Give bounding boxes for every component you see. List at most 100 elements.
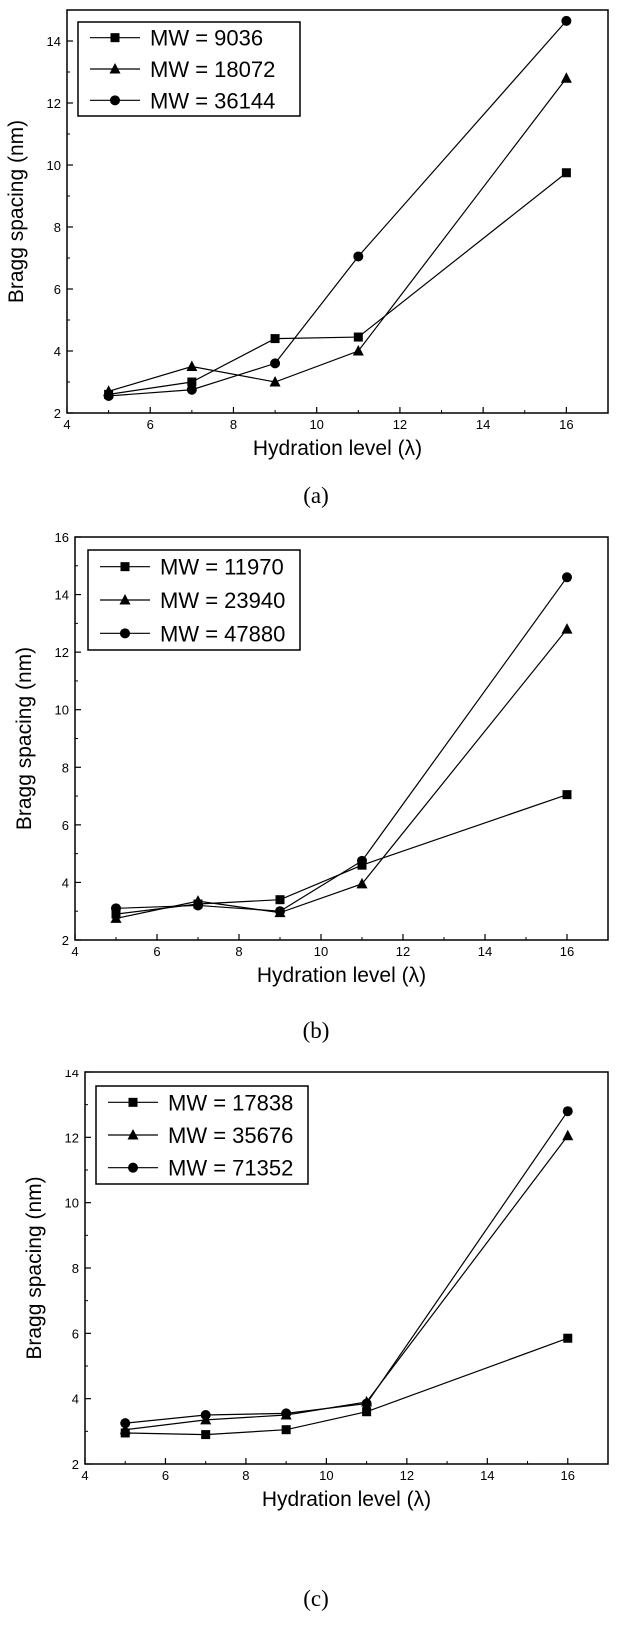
legend-label: MW = 35676: [168, 1123, 293, 1148]
legend-marker: [110, 95, 120, 106]
data-point: [562, 1129, 574, 1141]
data-point: [356, 877, 368, 889]
data-point: [103, 390, 114, 401]
series-square: [111, 790, 572, 919]
x-tick-label: 12: [393, 417, 407, 432]
legend-marker: [119, 594, 131, 605]
data-point: [562, 1106, 573, 1117]
x-tick-label: 10: [314, 944, 328, 959]
series-line: [125, 1337, 568, 1436]
x-tick-label: 16: [559, 417, 573, 432]
x-tick-label: 14: [476, 417, 490, 432]
legend-label: MW = 47880: [160, 621, 285, 646]
y-tick-label: 14: [55, 588, 69, 603]
chart-panel-c: 4 6 8 10 12 14 16 2 4 6 8 10 12 14 Hydration level (λ)…: [0, 1070, 632, 1626]
y-axis-label: Bragg spacing (nm): [23, 1176, 46, 1359]
legend-marker: [128, 1097, 138, 1107]
data-point: [281, 1425, 291, 1435]
y-tick-label: 14: [65, 1070, 79, 1080]
y-tick-label: 16: [55, 530, 69, 545]
series-square: [120, 1333, 573, 1440]
y-tick-label: 6: [72, 1326, 79, 1341]
plot-frame: [66, 9, 609, 414]
y-tick-label: 14: [47, 34, 61, 49]
y-tick-label: 12: [47, 96, 61, 111]
series-triangle: [103, 72, 572, 396]
series-line: [115, 794, 568, 915]
data-point: [562, 790, 572, 800]
legend-marker: [127, 1129, 139, 1140]
chart-panel-a: 4 6 8 10 12 14 16 2 4 6 8 10 12 14 Hydration level (λ)…: [0, 0, 632, 520]
legend-label: MW = 11970: [160, 555, 284, 580]
y-tick-label: 8: [72, 1261, 79, 1276]
y-tick-label: 2: [62, 933, 69, 948]
x-tick-label: 14: [478, 944, 492, 959]
x-tick-label: 8: [235, 944, 242, 959]
series-circle: [103, 15, 572, 401]
data-point: [353, 251, 364, 262]
data-point: [270, 358, 281, 369]
data-point: [563, 1333, 573, 1343]
legend-marker: [128, 1162, 138, 1173]
x-tick-label: 12: [396, 944, 410, 959]
y-tick-label: 6: [54, 282, 61, 297]
y-tick-label: 10: [65, 1196, 79, 1211]
data-point: [186, 384, 197, 395]
data-point: [281, 1408, 292, 1419]
series-circle: [111, 572, 572, 917]
y-tick-label: 12: [65, 1130, 79, 1145]
data-point: [200, 1410, 211, 1420]
x-tick-label: 16: [560, 944, 574, 959]
y-tick-label: 8: [62, 760, 69, 775]
x-tick-label: 14: [480, 1468, 494, 1483]
data-point: [357, 855, 367, 866]
data-point: [560, 72, 572, 83]
data-point: [201, 1430, 211, 1440]
y-tick-label: 8: [54, 220, 61, 235]
data-point: [561, 15, 572, 26]
y-tick-label: 2: [72, 1457, 79, 1472]
legend-label: MW = 9036: [150, 26, 263, 51]
series-circle: [120, 1106, 573, 1429]
x-axis-label: Hydration level (λ): [257, 964, 426, 987]
x-axis-label: Hydration level (λ): [262, 1488, 431, 1511]
series-line: [115, 628, 568, 919]
legend-label: MW = 23940: [160, 588, 285, 613]
legend-label: MW = 36144: [150, 88, 275, 113]
data-point: [111, 903, 121, 914]
data-point: [269, 376, 281, 387]
data-point: [110, 912, 122, 923]
data-point: [561, 623, 573, 634]
data-point: [119, 1423, 131, 1435]
legend-label: MW = 17838: [168, 1090, 293, 1115]
y-tick-label: 2: [54, 406, 61, 421]
data-point: [120, 1418, 131, 1429]
x-tick-label: 6: [153, 944, 160, 959]
data-point: [193, 900, 203, 911]
data-point: [562, 572, 572, 583]
x-tick-label: 4: [63, 417, 70, 432]
x-tick-label: 8: [242, 1468, 249, 1483]
x-tick-label: 8: [230, 417, 237, 432]
y-axis-label: Bragg spacing (nm): [13, 647, 36, 830]
x-tick-label: 12: [400, 1468, 414, 1483]
chart-c-caption: (c): [303, 1586, 329, 1611]
series-line: [108, 77, 567, 392]
x-tick-label: 6: [147, 417, 154, 432]
legend: MW = 11970 MW = 23940 MW = 47880: [87, 549, 301, 651]
legend-label: MW = 18072: [150, 57, 275, 82]
data-point: [275, 906, 285, 917]
x-axis-label: Hydration level (λ): [253, 437, 422, 460]
x-tick-label: 10: [309, 417, 323, 432]
chart-panel-b: 4 6 8 10 12 14 16 2 4 6 8 10 12 14 16 Hydration level (…: [0, 530, 632, 1070]
legend-marker: [110, 33, 120, 43]
y-tick-label: 6: [62, 818, 69, 833]
x-tick-label: 4: [81, 1468, 88, 1483]
chart-a-caption: (a): [303, 483, 329, 508]
data-point: [362, 1407, 372, 1417]
chart-b-caption: (b): [302, 1018, 330, 1043]
y-tick-label: 4: [72, 1392, 79, 1407]
y-tick-label: 4: [62, 875, 69, 890]
